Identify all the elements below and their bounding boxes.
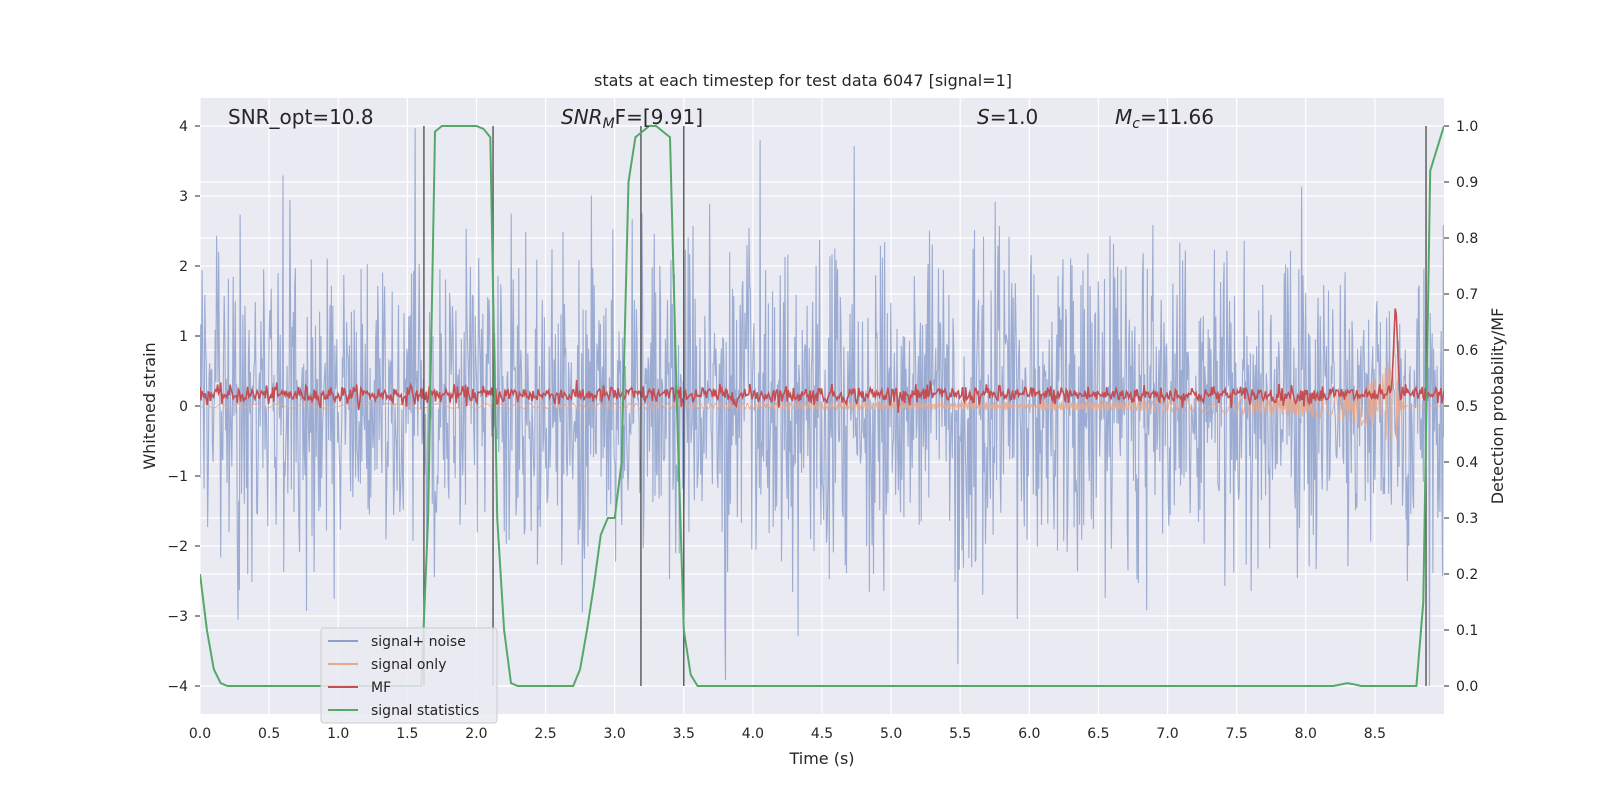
y-axis-label: Whitened strain bbox=[140, 342, 159, 469]
right-y-tick-label: 1.0 bbox=[1456, 119, 1478, 135]
right-y-tick-label: 0.0 bbox=[1456, 679, 1478, 695]
x-tick-label: 2.0 bbox=[465, 726, 487, 742]
legend-label-mf: MF bbox=[371, 680, 391, 696]
x-tick-label: 3.0 bbox=[604, 726, 626, 742]
y-tick-label: −4 bbox=[167, 679, 188, 695]
y-tick-label: −3 bbox=[167, 609, 188, 625]
y-tick-label: −2 bbox=[167, 539, 188, 555]
annotation-s: S=1.0 bbox=[977, 105, 1038, 129]
legend-box bbox=[320, 627, 498, 724]
right-y-tick-label: 0.4 bbox=[1456, 455, 1478, 471]
right-y-tick-label: 0.9 bbox=[1456, 175, 1478, 191]
legend: signal+ noise signal only MF signal stat… bbox=[320, 627, 498, 724]
y-tick-labels: −4 −3 −2 −1 0 1 2 3 4 bbox=[167, 119, 200, 695]
right-y-tick-labels: 0.0 0.1 0.2 0.3 0.4 0.5 0.6 0.7 0.8 0.9 1.0 bbox=[1444, 119, 1478, 695]
x-tick-label: 4.0 bbox=[742, 726, 764, 742]
chart-title: stats at each timestep for test data 604… bbox=[594, 71, 1012, 90]
annotation-snr-mf-main: SNR bbox=[561, 105, 603, 129]
right-y-tick-label: 0.3 bbox=[1456, 511, 1478, 527]
x-tick-label: 8.5 bbox=[1364, 726, 1386, 742]
legend-label-signal-noise: signal+ noise bbox=[371, 634, 466, 650]
right-y-tick-label: 0.5 bbox=[1456, 399, 1478, 415]
x-tick-label: 8.0 bbox=[1295, 726, 1317, 742]
right-y-tick-label: 0.8 bbox=[1456, 231, 1478, 247]
right-y-tick-label: 0.7 bbox=[1456, 287, 1478, 303]
x-tick-label: 6.0 bbox=[1018, 726, 1040, 742]
x-axis-label: Time (s) bbox=[788, 749, 854, 768]
annotation-s-main: S bbox=[977, 105, 990, 129]
annotation-mc-rest: =11.66 bbox=[1140, 105, 1214, 129]
legend-label-signal-statistics: signal statistics bbox=[371, 703, 479, 719]
x-tick-label: 1.0 bbox=[327, 726, 349, 742]
x-tick-label: 7.0 bbox=[1156, 726, 1178, 742]
x-tick-label: 4.5 bbox=[811, 726, 833, 742]
y-tick-label: 2 bbox=[179, 259, 188, 275]
annotation-mc-sub: c bbox=[1132, 116, 1140, 132]
annotations: SNR_opt=10.8 SNRMF=[9.91] S=1.0 Mc=11.66 bbox=[228, 105, 1214, 132]
annotation-snr-opt: SNR_opt=10.8 bbox=[228, 105, 374, 129]
annotation-mc-main: M bbox=[1115, 105, 1132, 129]
annotation-snr-mf: SNRMF=[9.91] bbox=[561, 105, 703, 132]
right-y-axis-label: Detection probability/MF bbox=[1488, 308, 1507, 505]
annotation-s-rest: =1.0 bbox=[990, 105, 1039, 129]
annotation-mc: Mc=11.66 bbox=[1115, 105, 1214, 132]
x-tick-label: 5.0 bbox=[880, 726, 902, 742]
x-tick-label: 7.5 bbox=[1226, 726, 1248, 742]
right-y-tick-label: 0.6 bbox=[1456, 343, 1478, 359]
y-tick-label: 3 bbox=[179, 189, 188, 205]
x-tick-label: 6.5 bbox=[1087, 726, 1109, 742]
series-mf bbox=[200, 308, 1444, 413]
annotation-snr-mf-sub: M bbox=[603, 116, 615, 132]
y-tick-label: 4 bbox=[179, 119, 188, 135]
x-tick-label: 2.5 bbox=[534, 726, 556, 742]
series-signal-statistics bbox=[200, 125, 1444, 687]
legend-label-signal-only: signal only bbox=[371, 657, 446, 673]
x-tick-label: 0.5 bbox=[258, 726, 280, 742]
annotation-snr-mf-rest: F=[9.91] bbox=[615, 105, 703, 129]
signal-statistics-layer bbox=[200, 125, 1444, 687]
series-layer bbox=[200, 128, 1444, 687]
detection-boundaries bbox=[423, 126, 1427, 686]
series-signal-noise bbox=[200, 128, 1444, 687]
x-tick-label: 0.0 bbox=[189, 726, 211, 742]
x-tick-label: 5.5 bbox=[949, 726, 971, 742]
x-tick-label: 3.5 bbox=[673, 726, 695, 742]
y-tick-label: 0 bbox=[179, 399, 188, 415]
x-tick-labels: 0.0 0.5 1.0 1.5 2.0 2.5 3.0 3.5 4.0 4.5 5.0 5.5 6.0 6… bbox=[189, 726, 1386, 742]
y-tick-label: −1 bbox=[167, 469, 188, 485]
series-signal-only bbox=[200, 329, 1444, 463]
x-tick-label: 1.5 bbox=[396, 726, 418, 742]
right-y-tick-label: 0.1 bbox=[1456, 623, 1478, 639]
y-tick-label: 1 bbox=[179, 329, 188, 345]
right-y-tick-label: 0.2 bbox=[1456, 567, 1478, 583]
